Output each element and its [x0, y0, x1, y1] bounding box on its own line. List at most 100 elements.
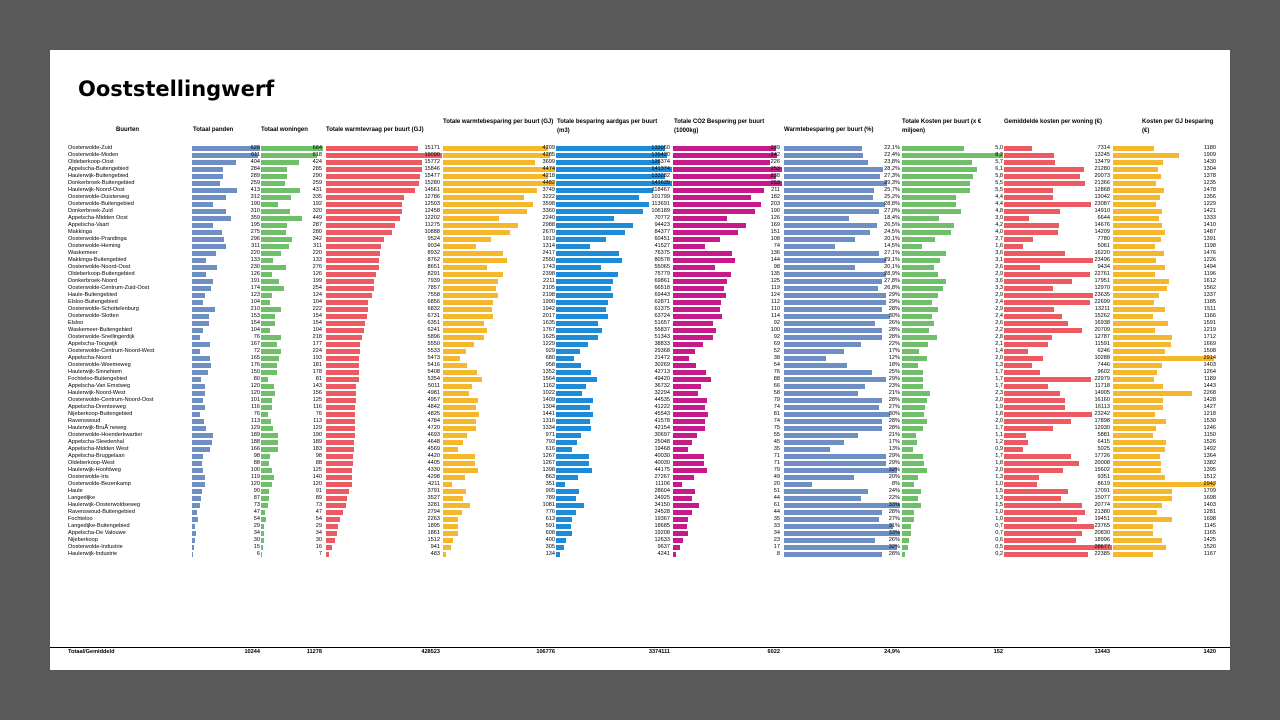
cell-panden: 72	[253, 348, 260, 354]
data-bar-kostengj	[1113, 229, 1165, 236]
data-bar-warmtevraag	[326, 222, 395, 229]
data-bar-kosten	[902, 411, 925, 418]
data-bar-co2	[673, 411, 708, 418]
data-bar-kostenwoning	[1004, 159, 1055, 166]
data-bar-wbpct	[784, 208, 879, 215]
data-bar-kostenwoning	[1004, 509, 1085, 516]
cell-woningen: 254	[312, 285, 322, 291]
cell-warmtebesparing: 1743	[542, 264, 555, 270]
cell-kostenwoning: 16220	[1094, 250, 1110, 256]
data-bar-aardgas	[556, 271, 619, 278]
cell-wbpct: 30%	[888, 313, 900, 319]
cell-co2: 52	[773, 348, 780, 354]
cell-kostengj: 1508	[1203, 348, 1216, 354]
cell-warmtevraag: 4981	[427, 390, 440, 396]
cell-kosten: 2,0	[995, 397, 1003, 403]
cell-warmtevraag: 4784	[427, 418, 440, 424]
data-bar-kostengj	[1113, 166, 1159, 173]
data-bar-panden	[192, 390, 205, 397]
data-bar-warmtebesparing	[443, 271, 503, 278]
cell-kosten: 2,2	[995, 327, 1003, 333]
data-bar-co2	[673, 320, 713, 327]
data-bar-warmtebesparing	[443, 369, 477, 376]
cell-kostenwoning: 19451	[1094, 516, 1110, 522]
data-bar-kosten	[902, 145, 964, 152]
cell-warmtevraag: 8651	[427, 264, 440, 270]
data-bar-co2	[673, 285, 725, 292]
cell-kosten: 4,8	[995, 208, 1003, 214]
data-bar-warmtevraag	[326, 278, 375, 285]
header-kostenwoning: Gemiddelde kosten per woning (€)	[1004, 119, 1103, 125]
cell-panden: 628	[250, 145, 260, 151]
cell-warmtevraag: 6351	[427, 320, 440, 326]
buurt-name: Fochteloo	[68, 516, 93, 522]
cell-woningen: 290	[312, 173, 322, 179]
cell-woningen: 126	[312, 271, 322, 277]
data-bar-kostenwoning	[1004, 278, 1072, 285]
data-bar-co2	[673, 362, 697, 369]
buurt-name: Haulerwijk-Buitengebied	[68, 173, 129, 179]
data-bar-kostenwoning	[1004, 145, 1032, 152]
table-row: Oosterwolde-Schottelenburg 210 222 6832 1942…	[50, 306, 1230, 313]
data-bar-aardgas	[556, 243, 590, 250]
data-bar-kosten	[902, 355, 927, 362]
data-bar-warmtebesparing	[443, 327, 488, 334]
buurt-name: Oosterwolde-Moden	[68, 152, 119, 158]
data-bar-warmtebesparing	[443, 222, 518, 229]
header-buurten: Buurten	[116, 127, 139, 133]
data-bar-aardgas	[556, 502, 584, 509]
cell-warmtevraag: 14561	[424, 187, 440, 193]
data-bar-woningen	[261, 404, 272, 411]
cell-woningen: 16	[315, 544, 322, 550]
data-bar-wbpct	[784, 306, 883, 313]
cell-co2: 17	[773, 544, 780, 550]
data-bar-wbpct	[784, 362, 848, 369]
buurt-name: Appelscha-Sleedenhal	[68, 439, 124, 445]
cell-kostengj: 1526	[1203, 439, 1216, 445]
cell-aardgas: 80578	[654, 257, 670, 263]
cell-aardgas: 126374	[651, 159, 670, 165]
cell-kosten: 1,7	[995, 425, 1003, 431]
cell-warmtebesparing: 4482	[542, 180, 555, 186]
cell-kostenwoning: 16113	[1094, 404, 1110, 410]
cell-wbpct: 21%	[888, 432, 900, 438]
data-bar-panden	[192, 474, 205, 481]
buurt-name: Haulerwijk-Sinnehiem	[68, 369, 123, 375]
data-bar-woningen	[261, 334, 281, 341]
cell-warmtebesparing: 905	[545, 488, 555, 494]
cell-woningen: 342	[312, 236, 322, 242]
data-bar-wbpct	[784, 551, 883, 558]
data-bar-warmtevraag	[326, 376, 359, 383]
cell-co2: 126	[770, 215, 780, 221]
table-row: Oosterwolde-Noord-Oost 230 276 8651 1743 5506…	[50, 264, 1230, 271]
data-bar-panden	[192, 439, 213, 446]
cell-warmtevraag: 6241	[427, 327, 440, 333]
data-bar-wbpct	[784, 495, 862, 502]
cell-woningen: 218	[312, 334, 322, 340]
cell-warmtevraag: 5408	[427, 369, 440, 375]
data-bar-wbpct	[784, 327, 883, 334]
cell-kostenwoning: 21380	[1094, 509, 1110, 515]
cell-co2: 144	[770, 257, 780, 263]
cell-kostengj: 1229	[1203, 201, 1216, 207]
data-bar-aardgas	[556, 208, 643, 215]
data-bar-kostenwoning	[1004, 397, 1065, 404]
data-bar-kosten	[902, 425, 923, 432]
cell-kosten: 1,7	[995, 376, 1003, 382]
data-bar-warmtebesparing	[443, 159, 536, 166]
data-bar-warmtebesparing	[443, 390, 469, 397]
cell-aardgas: 44535	[654, 397, 670, 403]
data-bar-kostenwoning	[1004, 453, 1071, 460]
data-bar-kostenwoning	[1004, 306, 1054, 313]
cell-kostengj: 1198	[1203, 243, 1216, 249]
data-bar-warmtebesparing	[443, 306, 492, 313]
cell-warmtevraag: 4298	[427, 474, 440, 480]
cell-aardgas: 19208	[654, 530, 670, 536]
cell-aardgas: 106189	[651, 208, 670, 214]
cell-aardgas: 11106	[655, 481, 670, 487]
data-bar-warmtevraag	[326, 306, 368, 313]
data-bar-co2	[673, 404, 705, 411]
data-bar-kosten	[902, 236, 936, 243]
cell-woningen: 424	[312, 159, 322, 165]
data-bar-panden	[192, 320, 209, 327]
